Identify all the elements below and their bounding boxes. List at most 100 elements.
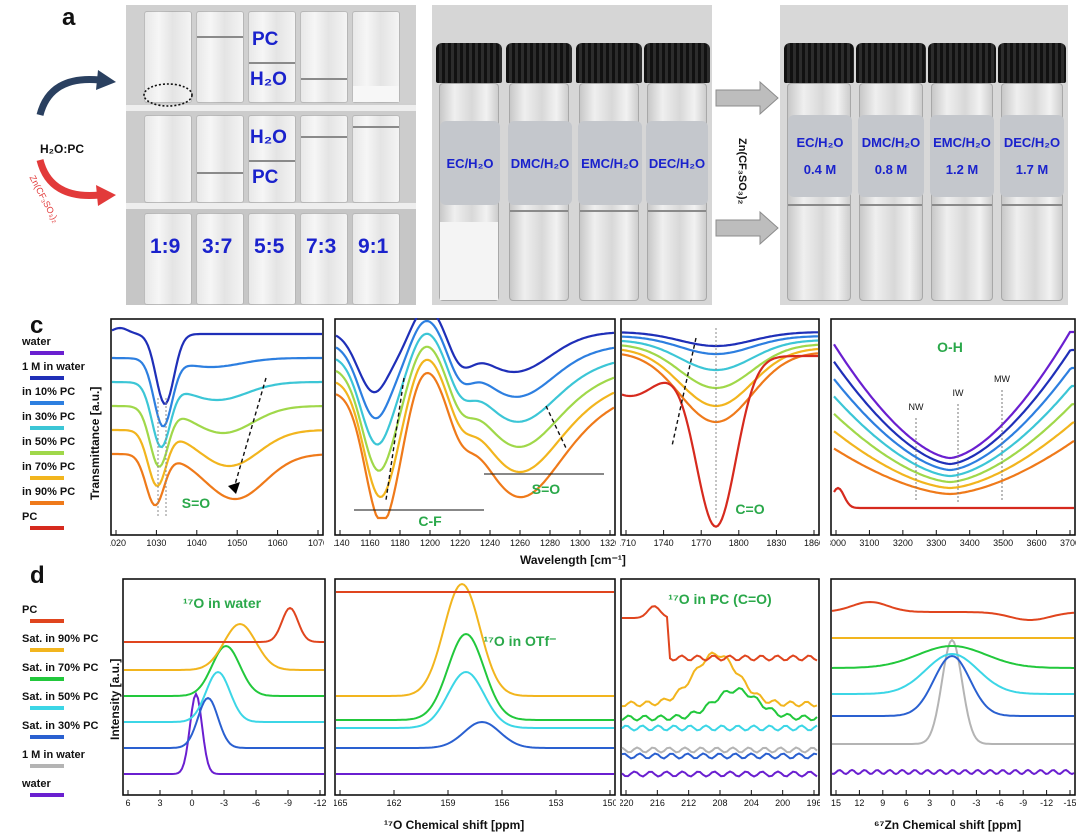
legend-swatch xyxy=(30,648,64,652)
legend-label: Sat. in 90% PC xyxy=(22,633,99,645)
arrow-head xyxy=(228,482,240,494)
band-label-c-f: C-F xyxy=(418,513,442,529)
tick-label: 220 xyxy=(620,798,634,808)
nmr-series-line xyxy=(832,638,1074,745)
vial xyxy=(300,213,348,305)
panel-b-left-photo: EC/H₂O DMC/H₂O EMC/H₂O DEC/H₂O xyxy=(432,5,712,305)
nmr-chart-water: 6 3 0 -3 -6 -9 -12 ¹⁷O in water xyxy=(122,578,326,808)
vial-conc-text: 1.2 M xyxy=(945,162,979,177)
vial-label: EC/H₂O 0.4 M xyxy=(788,115,852,197)
ratio-label-2: 3:7 xyxy=(202,235,233,258)
nmr-series-line xyxy=(124,670,324,723)
c-x-axis-title: Wavelength [cm⁻¹] xyxy=(520,553,626,567)
row-divider xyxy=(126,105,416,111)
vial xyxy=(352,213,400,305)
nmr-series-line xyxy=(621,724,818,732)
tick-label: -15 xyxy=(1063,798,1076,808)
nmr-series-line xyxy=(831,768,1075,776)
tick-label: 1180 xyxy=(390,538,409,548)
ftir-series-line xyxy=(833,439,1075,496)
vial-label: DMC/H₂O xyxy=(508,121,572,205)
plot-frame xyxy=(122,578,326,796)
nmr-series-line xyxy=(621,746,818,754)
panel-letter-a: a xyxy=(62,4,76,31)
nmr-series-line xyxy=(832,652,1074,695)
band-label-s-o: S=O xyxy=(532,481,561,497)
tick-label: 1040 xyxy=(187,538,207,548)
tick-label: 1160 xyxy=(360,538,379,548)
nmr-series-line xyxy=(831,645,1074,669)
ftir-series-line xyxy=(621,335,819,356)
c-y-axis-title: Transmittance [a.u.] xyxy=(88,386,102,500)
panel-letter-c: c xyxy=(30,312,44,339)
tick-label: 150 xyxy=(602,798,616,808)
nmr-series-line xyxy=(336,720,614,749)
tick-label: 1020 xyxy=(110,538,126,548)
ftir-series-line xyxy=(833,348,1074,466)
vial-label: EMC/H₂O 1.2 M xyxy=(930,115,994,197)
nmr-series-line xyxy=(621,752,818,760)
vial xyxy=(196,213,244,305)
nmr-series-line xyxy=(621,770,818,778)
legend-label: 1 M in water xyxy=(22,361,85,373)
tick-label: -6 xyxy=(996,798,1004,808)
vial-label-text: EC/H₂O xyxy=(446,155,494,171)
vial xyxy=(300,11,348,103)
vial xyxy=(196,11,244,103)
vial-label-text: DMC/H₂O xyxy=(861,135,921,150)
tick-label: 1280 xyxy=(540,538,560,548)
vial xyxy=(144,213,192,305)
tick-label: 1710 xyxy=(620,538,636,548)
nmr-series-line xyxy=(336,670,614,729)
nmr-chart-pc: 220 216 212 208 204 200 196 ¹⁷O in PC (C=O) xyxy=(620,578,820,808)
row1-top-label: PC xyxy=(252,29,279,50)
nmr-series-line xyxy=(124,644,324,697)
ftir-chart-c-f: 1140 1160 1180 1200 1220 1240 1260 1280 1300 1320… xyxy=(334,318,616,548)
process-arrows-icon xyxy=(715,80,779,246)
vial-label-text: DEC/H₂O xyxy=(648,155,706,171)
tick-label: 15 xyxy=(831,798,841,808)
vial-label-text: DEC/H₂O xyxy=(1003,135,1061,150)
tick-label: 3 xyxy=(927,798,932,808)
tick-label: 204 xyxy=(744,798,759,808)
trend-arrow xyxy=(233,377,267,489)
tick-label: 0 xyxy=(950,798,955,808)
legend-swatch xyxy=(30,619,64,623)
nmr-series-line xyxy=(124,696,324,749)
tick-label: 3600 xyxy=(1027,538,1047,548)
tick-label: 212 xyxy=(681,798,696,808)
tick-label: 1140 xyxy=(334,538,350,548)
tick-label: 1050 xyxy=(227,538,247,548)
ftir-series-line xyxy=(112,404,322,468)
tick-label: 1300 xyxy=(570,538,590,548)
ftir-series-line xyxy=(833,384,1074,478)
ftir-series-line xyxy=(112,356,322,428)
nmr-series-line xyxy=(621,686,818,722)
vial xyxy=(300,115,348,203)
salt-label: Zn(CF₃SO₃)₂ xyxy=(736,138,748,205)
tick-label: 162 xyxy=(386,798,401,808)
d-y-axis-title: Intensity [a.u.] xyxy=(108,658,122,740)
ratio-label-1: 1:9 xyxy=(150,235,181,258)
legend-label: PC xyxy=(22,604,38,616)
legend-swatch xyxy=(30,735,64,739)
ftir-series-line xyxy=(335,332,615,446)
tick-label: -9 xyxy=(1019,798,1027,808)
legend-swatch xyxy=(30,501,64,505)
vial-conc-text: 1.7 M xyxy=(1015,162,1049,177)
tick-label: 165 xyxy=(334,798,348,808)
ftir-series-line xyxy=(622,331,818,348)
vial xyxy=(144,115,192,203)
ftir-series-line xyxy=(335,319,615,420)
vial-label: DMC/H₂O 0.8 M xyxy=(858,115,924,197)
panel-b-right-photo: EC/H₂O 0.4 M DMC/H₂O 0.8 M EMC/H₂O 1.2 M DE… xyxy=(780,5,1068,305)
tick-label: 1320 xyxy=(600,538,616,548)
vial-label: EMC/H₂O xyxy=(578,121,642,205)
nmr-series-line xyxy=(622,605,818,662)
ftir-series-line xyxy=(335,358,615,499)
tick-label: 3100 xyxy=(859,538,879,548)
tick-label: -12 xyxy=(313,798,326,808)
nmr-series-line xyxy=(336,582,614,697)
vial-conc-text: 0.4 M xyxy=(803,162,837,177)
legend-swatch xyxy=(30,526,64,530)
